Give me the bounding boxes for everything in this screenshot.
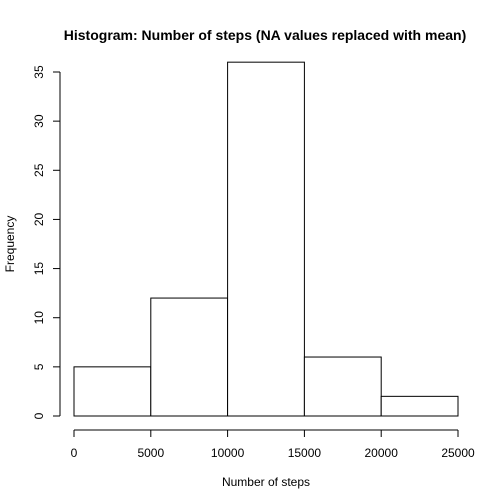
x-tick-label: 5000 (137, 446, 164, 460)
x-tick-label: 15000 (288, 446, 322, 460)
y-tick-label: 35 (32, 65, 46, 79)
y-axis-label: Frequency (3, 216, 17, 273)
y-tick-label: 20 (32, 212, 46, 226)
histogram-bar-3 (303, 356, 382, 417)
histogram-bar-0 (73, 366, 152, 417)
x-axis: 0 5000 10000 15000 20000 25000 (71, 429, 475, 460)
x-tick-label: 10000 (211, 446, 245, 460)
y-tick-label: 30 (32, 114, 46, 128)
x-axis-label: Number of steps (222, 475, 310, 489)
y-tick-label: 0 (32, 412, 46, 419)
y-axis: 0 5 10 15 20 25 30 35 (32, 65, 61, 419)
chart-title: Histogram: Number of steps (NA values re… (64, 27, 466, 43)
x-tick-label: 25000 (441, 446, 475, 460)
histogram-bar-1 (150, 297, 229, 417)
x-tick-label: 0 (71, 446, 78, 460)
y-tick-label: 25 (32, 163, 46, 177)
histogram-bar-2 (227, 61, 305, 417)
histogram-bar-4 (380, 395, 459, 417)
y-tick-label: 5 (32, 363, 46, 370)
y-tick-label: 10 (32, 311, 46, 325)
y-tick-label: 15 (32, 262, 46, 276)
x-tick-label: 20000 (365, 446, 399, 460)
bars-group (73, 61, 459, 417)
